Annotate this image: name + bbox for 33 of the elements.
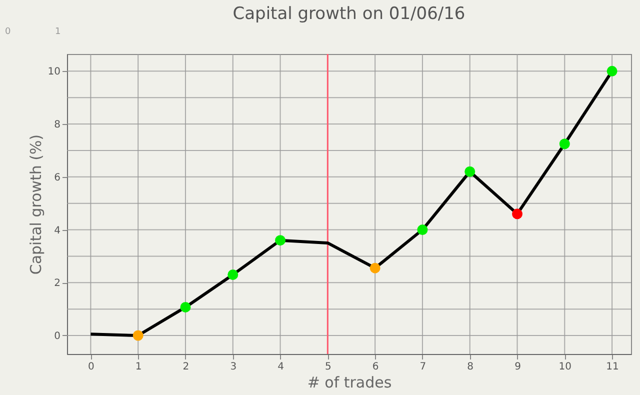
point (370, 262, 380, 274)
y-axis-title: Capital growth (%) (26, 134, 45, 275)
point (275, 235, 286, 246)
point (606, 66, 618, 76)
x-tick-label: 5 (324, 362, 332, 372)
point (228, 269, 238, 280)
text: 0 (5, 27, 11, 37)
point (512, 208, 522, 220)
x-axis-title: # of trades (307, 374, 392, 392)
y-tick-label: 0 (54, 331, 60, 342)
x-tick-label: 3 (230, 362, 237, 372)
x-tick-label: 2 (182, 362, 190, 372)
x-tick-label: 7 (420, 362, 426, 372)
x-tick-label: 6 (372, 362, 379, 372)
x-tick-label: 1 (135, 362, 142, 372)
point (559, 138, 570, 150)
x-tick-label: 0 (88, 362, 94, 372)
x-tick-label: 8 (467, 362, 474, 372)
y-tick-label: 10 (48, 66, 60, 78)
point (180, 302, 191, 312)
y-tick-label: 2 (54, 278, 60, 290)
y-tick-label: 4 (54, 225, 60, 236)
y-tick-label: 6 (54, 172, 60, 184)
chart-title: Capital growth on 01/06/16 (232, 4, 466, 24)
x-tick-label: 9 (514, 362, 521, 372)
x-tick-label: 11 (606, 362, 619, 372)
point (132, 330, 144, 341)
y-tick-label: 8 (54, 120, 60, 131)
text: 1 (55, 27, 61, 37)
x-tick-label: 4 (278, 362, 284, 372)
point (417, 224, 428, 236)
x-tick-label: 10 (558, 362, 572, 372)
point (464, 166, 476, 177)
